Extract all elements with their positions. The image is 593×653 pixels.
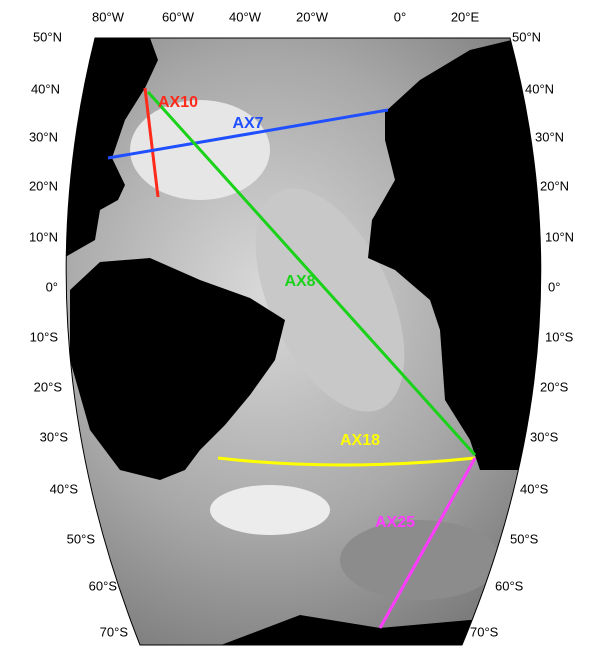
longitude-label: 80°W [92,9,125,24]
latitude-label: 30°N [535,129,564,144]
transect-label: AX25 [375,514,415,531]
latitude-label: 10°N [545,229,574,244]
latitude-label: 50°S [67,531,96,546]
longitude-label: 20°E [451,9,480,24]
latitude-label: 0° [548,279,560,294]
latitude-label: 20°S [540,379,569,394]
latitude-label: 20°N [540,178,569,193]
latitude-label: 50°N [512,29,541,44]
longitude-label: 0° [394,9,406,24]
transect-label: AX7 [232,115,263,132]
latitude-label: 10°N [29,229,58,244]
transect-label: AX8 [284,273,315,290]
latitude-label: 60°S [495,578,524,593]
latitude-label: 40°S [50,481,79,496]
transect-label: AX10 [158,94,198,111]
latitude-label: 10°S [545,329,574,344]
latitude-label: 10°S [30,329,59,344]
latitude-label: 40°N [31,81,60,96]
latitude-label: 70°S [470,624,499,639]
latitude-label: 60°S [89,578,118,593]
longitude-label: 40°W [229,9,262,24]
longitude-label: 60°W [162,9,195,24]
transect-label: AX18 [340,432,380,449]
latitude-label: 40°N [525,81,554,96]
latitude-label: 30°S [40,429,69,444]
latitude-label: 70°S [100,624,129,639]
latitude-label: 30°S [530,429,559,444]
ocean-shade [210,485,330,535]
latitude-label: 0° [46,279,58,294]
longitude-label: 20°W [296,9,329,24]
latitude-label: 40°S [520,481,549,496]
latitude-label: 20°S [34,379,63,394]
map: 80°W 60°W 40°W 20°W 0° 20°E 50°N 40°N 30°N 20°N 10… [0,0,593,653]
map-body [0,0,593,653]
ocean-shade [340,520,500,600]
latitude-label: 50°N [33,29,62,44]
latitude-label: 50°S [510,531,539,546]
latitude-label: 30°N [29,129,58,144]
latitude-label: 20°N [29,178,58,193]
